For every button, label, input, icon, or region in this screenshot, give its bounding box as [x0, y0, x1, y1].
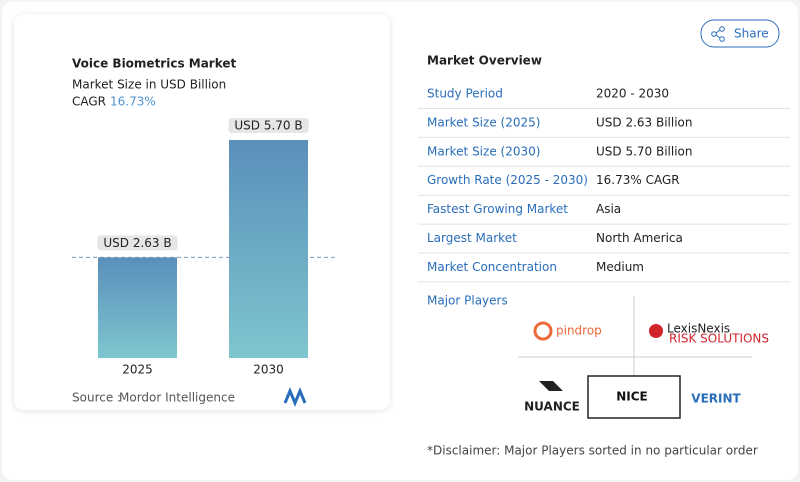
player-logo: pindrop — [556, 324, 602, 338]
value-label-bg — [228, 117, 309, 133]
row-label: Market Size (2025) — [427, 115, 540, 129]
row-value: Asia — [596, 202, 621, 216]
source: Mordor Intelligence — [119, 391, 235, 405]
row-value: Medium — [596, 260, 644, 274]
bars: USD 2.63 B 2025 USD 5.70 B 2030 — [72, 117, 338, 377]
player-logo: NUANCE — [524, 400, 580, 414]
share-label[interactable]: Share — [734, 27, 769, 41]
x-tick-label: 2030 — [253, 363, 284, 377]
cagr-label: CAGR — [72, 95, 106, 109]
player-logo: VERINT — [691, 392, 741, 406]
row-value: 16.73% CAGR — [596, 173, 680, 187]
row-label: Study Period — [427, 87, 503, 101]
cagr-value: 16.73% — [110, 95, 156, 109]
bar — [98, 257, 177, 358]
disclaimer: *Disclaimer: Major Players sorted in no … — [427, 444, 758, 458]
row-label: Market Size (2030) — [427, 144, 540, 158]
chart-title: Voice Biometrics Market — [72, 57, 237, 71]
players-grid — [518, 296, 752, 419]
players-title: Major Players — [427, 294, 508, 308]
row-value: USD 5.70 Billion — [596, 144, 693, 158]
row-value: North America — [596, 231, 683, 245]
overview-table: Study Period 2020 - 2030 Market Size (2025… — [418, 87, 790, 283]
value-label: USD 5.70 B — [234, 118, 302, 132]
row-value: 2020 - 2030 — [596, 87, 669, 101]
row-label: Fastest Growing Market — [427, 202, 568, 216]
share-button[interactable]: Share — [700, 19, 780, 48]
x-tick-label: 2025 — [122, 363, 153, 377]
source-label: Source : — [72, 391, 121, 405]
player-logo: LexisNexis — [667, 322, 730, 336]
value-label-bg — [97, 235, 178, 251]
value-label: USD 2.63 B — [103, 236, 171, 250]
chart-card — [14, 14, 390, 410]
player-logo: RISK SOLUTIONS — [669, 332, 769, 346]
chart-subtitle: Market Size in USD Billion — [72, 78, 226, 92]
row-label: Largest Market — [427, 231, 517, 245]
row-label: Market Concentration — [427, 260, 557, 274]
bar — [229, 139, 308, 358]
mordor-logo — [283, 387, 307, 407]
row-label: Growth Rate (2025 - 2030) — [427, 173, 588, 187]
player-logo: NICE — [616, 390, 648, 404]
overview-title: Market Overview — [427, 54, 542, 68]
row-value: USD 2.63 Billion — [596, 115, 693, 129]
